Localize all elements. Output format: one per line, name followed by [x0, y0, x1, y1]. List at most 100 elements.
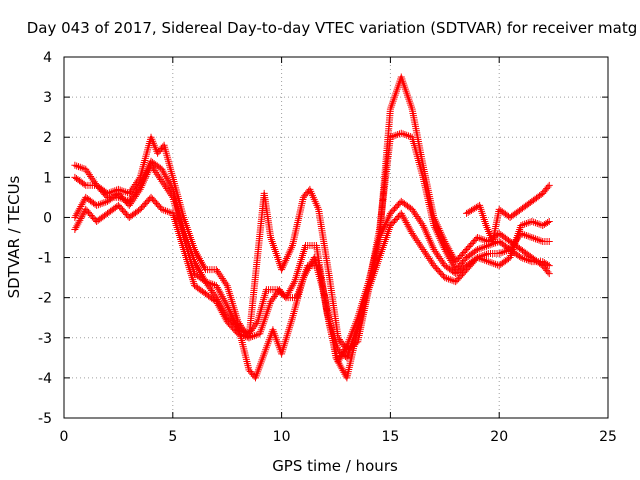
data-point	[165, 188, 173, 196]
data-point	[252, 331, 260, 339]
data-point	[126, 200, 134, 208]
data-point	[205, 283, 213, 291]
data-point	[481, 243, 489, 251]
data-point	[286, 287, 294, 295]
data-point	[524, 219, 532, 227]
data-point	[221, 278, 229, 286]
x-tick-label: 5	[168, 429, 177, 445]
data-point	[133, 191, 141, 199]
data-point	[521, 255, 529, 263]
data-point	[483, 242, 491, 250]
data-point	[154, 172, 162, 180]
data-point	[397, 129, 405, 137]
data-point	[528, 234, 536, 241]
data-point	[531, 235, 539, 243]
data-point	[87, 172, 95, 180]
data-point	[166, 180, 174, 188]
data-point	[418, 244, 426, 252]
data-point	[303, 266, 311, 274]
data-point	[299, 274, 307, 282]
data-point	[82, 165, 90, 173]
data-point	[212, 282, 220, 290]
data-point	[131, 192, 139, 200]
data-point	[544, 261, 552, 269]
data-point	[305, 263, 313, 271]
data-point	[212, 298, 220, 306]
data-point	[475, 234, 483, 242]
chart-title: Day 043 of 2017, Sidereal Day-to-day VTE…	[27, 19, 638, 37]
data-point	[448, 258, 456, 266]
data-point	[84, 169, 92, 177]
data-point	[434, 251, 442, 259]
data-point	[77, 203, 85, 211]
data-point	[438, 258, 446, 266]
data-point	[161, 171, 169, 179]
data-point	[159, 167, 167, 175]
data-point	[238, 331, 246, 339]
data-point	[73, 162, 81, 170]
data-point	[431, 247, 439, 255]
data-point	[338, 365, 346, 373]
data-point	[522, 231, 530, 239]
data-point	[149, 165, 157, 173]
data-point	[300, 272, 308, 280]
data-point	[118, 187, 126, 195]
data-point	[75, 218, 83, 226]
data-point	[71, 213, 79, 221]
data-point	[72, 224, 80, 232]
data-point	[544, 218, 552, 226]
data-point	[526, 233, 534, 241]
data-point	[484, 242, 492, 250]
data-point	[147, 161, 155, 169]
data-point	[435, 253, 443, 261]
data-point	[135, 187, 143, 195]
data-point	[125, 189, 133, 197]
data-point	[392, 131, 400, 139]
data-point	[479, 244, 487, 252]
data-point	[535, 236, 543, 244]
data-point	[483, 250, 491, 258]
data-point	[71, 225, 79, 233]
data-point	[167, 182, 175, 190]
data-point	[432, 249, 440, 257]
y-tick-label: -1	[38, 251, 52, 267]
data-point	[102, 198, 110, 206]
data-point	[408, 229, 416, 237]
data-point	[488, 259, 496, 267]
data-point	[79, 199, 87, 207]
data-point	[78, 213, 86, 221]
data-point	[129, 196, 137, 204]
data-point	[98, 199, 106, 207]
data-point	[409, 231, 417, 239]
y-tick-label: 2	[43, 130, 52, 146]
data-point	[220, 276, 228, 284]
data-point	[241, 332, 249, 340]
data-point	[206, 285, 214, 293]
data-point	[217, 291, 225, 299]
data-point	[340, 368, 348, 376]
data-point	[406, 226, 414, 234]
data-point	[524, 232, 532, 240]
data-point	[444, 275, 452, 283]
data-point	[160, 169, 168, 177]
data-point	[405, 224, 413, 232]
data-point	[336, 361, 344, 369]
data-point	[163, 207, 171, 215]
data-point	[522, 256, 530, 264]
data-point	[415, 240, 423, 248]
data-point	[88, 174, 96, 182]
y-tick-label: 0	[43, 210, 52, 226]
data-point	[399, 130, 407, 138]
data-point	[530, 234, 538, 242]
data-point	[332, 354, 340, 362]
x-tick-label: 10	[273, 429, 291, 445]
data-point	[74, 208, 82, 216]
data-point	[125, 201, 133, 209]
data-point	[423, 251, 431, 259]
x-tick-label: 25	[599, 429, 617, 445]
y-tick-label: -5	[38, 411, 52, 427]
data-point	[430, 246, 438, 254]
data-point	[164, 176, 172, 184]
data-point	[221, 298, 229, 306]
data-point	[409, 207, 417, 215]
